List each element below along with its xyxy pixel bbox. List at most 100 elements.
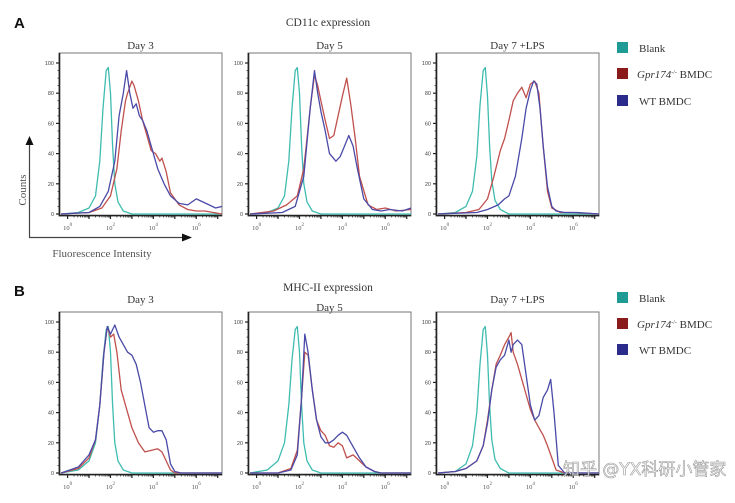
x-tick-label: 106: [381, 223, 391, 232]
plot-title: Day 7 +LPS: [490, 40, 544, 52]
y-tick-label: 100: [234, 61, 243, 67]
plot-title: Day 5: [316, 40, 343, 52]
series-line-gpr174-bmdc: [250, 351, 411, 474]
y-tick-label: 80: [48, 350, 54, 356]
y-tick-label: 20: [48, 441, 54, 447]
plot-title: Day 5: [316, 302, 343, 314]
panel-letter-b: B: [14, 283, 25, 300]
legend-b: Blank Gpr174-/- BMDC WT BMDC: [617, 292, 712, 357]
fluorescence-label: Fluorescence Intensity: [52, 248, 152, 260]
y-tick-label: 40: [48, 152, 54, 158]
y-tick-label: 0: [428, 471, 431, 477]
x-tick-label: 104: [338, 223, 348, 232]
y-tick-label: 0: [240, 212, 243, 218]
y-tick-label: 0: [428, 212, 431, 218]
series-line-wt-bmdc: [61, 69, 222, 215]
x-tick-label: 102: [295, 223, 305, 232]
y-tick-label: 40: [48, 411, 54, 417]
y-tick-label: 100: [422, 61, 431, 67]
legend-swatch-wt: [617, 95, 628, 106]
y-tick-label: 40: [425, 152, 431, 158]
plot-frame: [247, 311, 412, 476]
series-line-gpr174-bmdc: [438, 331, 599, 474]
histogram-panel-a-1: Day 3 0 20 40 60 80 100 100 102 104 106: [45, 40, 223, 232]
series-line-gpr174-bmdc: [250, 74, 411, 215]
y-tick-label: 20: [425, 441, 431, 447]
series-line-gpr174-bmdc: [438, 80, 599, 215]
x-tick-label: 100: [252, 482, 262, 491]
x-tick-label: 106: [569, 482, 579, 491]
histogram-panel-b-1: Day 3 0 20 40 60 80 100 100 102 104 106: [45, 294, 223, 491]
y-tick-label: 60: [48, 121, 54, 127]
legend-label-gpr174-b: Gpr174-/- BMDC: [637, 319, 712, 331]
x-tick-label: 104: [526, 223, 536, 232]
legend-label-blank-b: Blank: [639, 293, 666, 305]
y-tick-label: 100: [234, 320, 243, 326]
x-tick-label: 100: [440, 482, 450, 491]
y-tick-label: 80: [237, 350, 243, 356]
series-line-blank: [61, 66, 222, 215]
x-tick-label: 104: [149, 223, 159, 232]
y-tick-label: 80: [425, 91, 431, 97]
y-tick-label: 0: [240, 471, 243, 477]
series-line-blank: [250, 66, 411, 215]
x-tick-label: 106: [381, 482, 391, 491]
y-tick-label: 40: [237, 411, 243, 417]
watermark: 知乎 @YX科研小管家: [563, 460, 726, 480]
y-tick-label: 20: [237, 182, 243, 188]
x-tick-label: 106: [192, 482, 202, 491]
x-tick-label: 104: [526, 482, 536, 491]
x-tick-label: 100: [252, 223, 262, 232]
y-tick-label: 0: [51, 212, 54, 218]
x-tick-label: 100: [440, 223, 450, 232]
y-tick-label: 0: [51, 471, 54, 477]
x-tick-label: 100: [63, 482, 73, 491]
x-tick-label: 102: [106, 482, 116, 491]
y-tick-label: 80: [237, 91, 243, 97]
x-tick-label: 106: [569, 223, 579, 232]
y-tick-label: 60: [425, 121, 431, 127]
legend-swatch-gpr174: [617, 68, 628, 79]
series-line-wt-bmdc: [438, 339, 599, 474]
section-title-mhcii: MHC-II expression: [283, 282, 373, 294]
series-line-wt-bmdc: [60, 324, 222, 474]
series-line-blank: [60, 325, 222, 474]
series-line-gpr174-bmdc: [60, 325, 222, 474]
series-line-blank: [438, 66, 599, 215]
plot-frame: [435, 311, 600, 476]
legend-a: Blank Gpr174-/- BMDC WT BMDC: [617, 42, 712, 108]
plot-frame: [247, 52, 412, 217]
y-tick-label: 60: [48, 380, 54, 386]
histogram-panel-b-2: Day 5 0 20 40 60 80 100 100 102 104 106: [234, 302, 412, 491]
section-title-cd11c: CD11c expression: [286, 17, 370, 29]
y-tick-label: 40: [425, 411, 431, 417]
x-tick-label: 102: [106, 223, 116, 232]
y-tick-label: 100: [422, 320, 431, 326]
legend-label-wt-b: WT BMDC: [639, 345, 691, 357]
y-tick-label: 60: [237, 121, 243, 127]
histogram-panels: Day 3 0 20 40 60 80 100 100 102 104 106 Day 5 0 20 40 6…: [45, 40, 600, 491]
legend-label-wt: WT BMDC: [639, 96, 691, 108]
y-tick-label: 80: [48, 91, 54, 97]
y-tick-label: 60: [425, 380, 431, 386]
series-line-wt-bmdc: [250, 69, 411, 215]
series-line-wt-bmdc: [250, 333, 411, 474]
x-tick-label: 102: [483, 223, 493, 232]
x-tick-label: 100: [63, 223, 73, 232]
series-line-blank: [249, 325, 411, 474]
plot-title: Day 3: [127, 294, 154, 306]
y-tick-label: 80: [425, 350, 431, 356]
legend-label-gpr174: Gpr174-/- BMDC: [637, 69, 712, 81]
legend-swatch-blank: [617, 42, 628, 53]
y-tick-label: 20: [237, 441, 243, 447]
legend-swatch-blank-b: [617, 292, 628, 303]
axis-annotation: Counts Fluorescence Intensity: [17, 136, 192, 260]
legend-swatch-wt-b: [617, 344, 628, 355]
y-tick-label: 20: [425, 182, 431, 188]
x-tick-label: 104: [149, 482, 159, 491]
y-tick-label: 60: [237, 380, 243, 386]
x-tick-label: 102: [483, 482, 493, 491]
fluorescence-arrow-head-icon: [182, 233, 192, 242]
series-line-wt-bmdc: [438, 80, 599, 215]
